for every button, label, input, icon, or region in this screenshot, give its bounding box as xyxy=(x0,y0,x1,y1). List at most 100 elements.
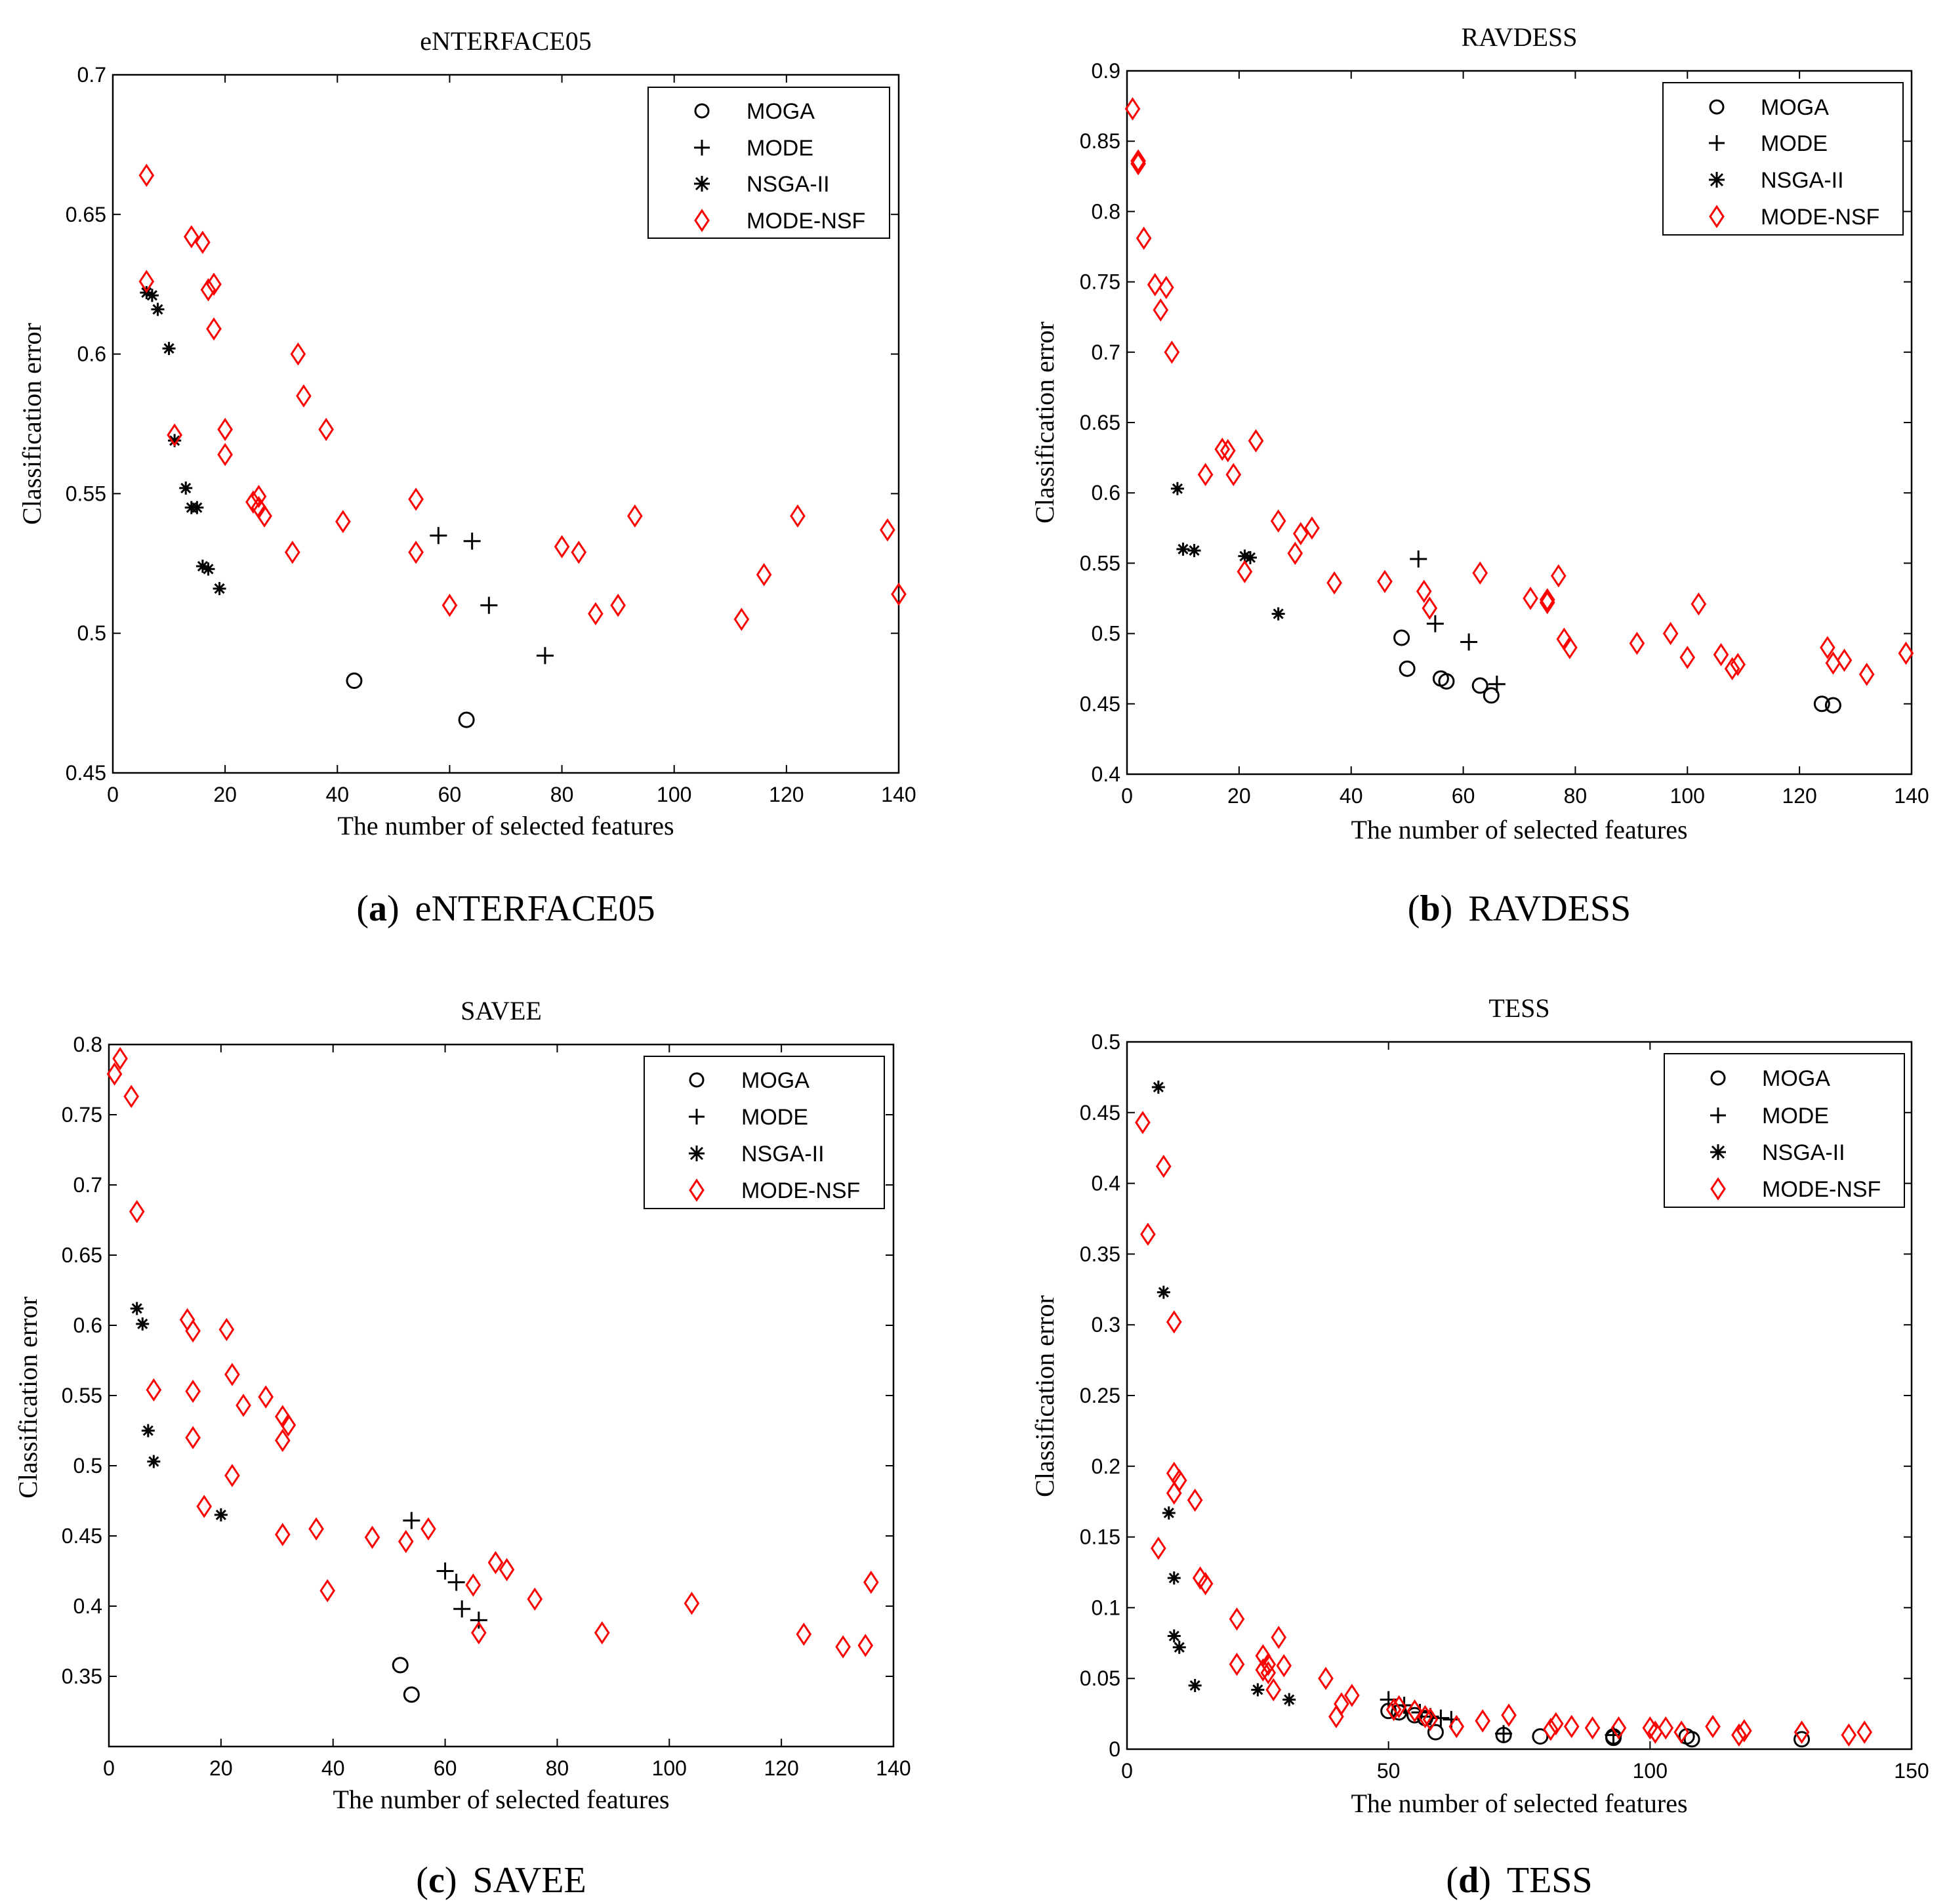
x-tick-label: 150 xyxy=(1894,1759,1929,1783)
data-point-moga xyxy=(1813,695,1830,713)
data-point-nsga xyxy=(214,1508,228,1521)
x-tick-label: 80 xyxy=(550,783,574,806)
y-tick-label: 0.8 xyxy=(1092,199,1120,223)
legend: MOGA MODE NSGA-II MODE-NSF xyxy=(1662,82,1904,236)
x-tick-label: 20 xyxy=(213,783,237,806)
data-point-modensf xyxy=(1858,663,1875,686)
legend-box xyxy=(647,87,890,239)
data-point-modensf xyxy=(224,1464,240,1487)
data-point-modensf xyxy=(1713,643,1729,667)
chart-title: TESS xyxy=(1488,993,1549,1023)
data-point-nsga xyxy=(1162,1506,1176,1520)
legend-box xyxy=(1664,1053,1905,1208)
x-tick-label: 100 xyxy=(1670,784,1705,808)
data-point-mode xyxy=(1460,633,1478,651)
data-point-modensf xyxy=(1344,1684,1360,1707)
data-point-modensf xyxy=(1260,1652,1277,1676)
data-point-modensf xyxy=(112,1046,128,1071)
data-point-modensf xyxy=(594,1621,610,1645)
caption-text: RAVDESS xyxy=(1468,888,1631,929)
chart-panel-c: SAVEE The number of selected features Cl… xyxy=(13,996,911,1901)
y-tick-label: 0.55 xyxy=(62,1384,102,1407)
legend-marker-nsga xyxy=(1710,1144,1726,1160)
legend-marker-mode xyxy=(689,1109,705,1125)
legend-marker-nsga xyxy=(689,1146,705,1161)
data-point-modensf xyxy=(251,484,267,508)
data-point-modensf xyxy=(487,1550,504,1575)
data-point-mode xyxy=(470,1611,487,1629)
data-point-modensf xyxy=(863,1570,879,1594)
data-point-modensf xyxy=(185,1379,201,1403)
data-point-modensf xyxy=(1187,1488,1203,1512)
data-point-nsga xyxy=(190,501,204,514)
legend-marker-nsga xyxy=(1709,172,1725,188)
legend-marker-moga xyxy=(1710,1070,1726,1086)
data-point-mode xyxy=(1495,1725,1513,1743)
y-tick-label: 0.5 xyxy=(1092,1030,1120,1054)
data-point-modensf xyxy=(1237,560,1253,583)
caption-letter: c xyxy=(428,1860,445,1901)
x-tick-label: 60 xyxy=(1452,784,1475,808)
data-point-nsga xyxy=(1151,1080,1165,1094)
data-point-modensf xyxy=(185,1426,201,1449)
data-point-modensf xyxy=(200,278,216,302)
data-point-mode xyxy=(1488,675,1506,693)
y-axis-label: Classification error xyxy=(1030,1295,1059,1497)
data-point-modensf xyxy=(1197,1572,1214,1596)
y-tick-group: 0.4 0.45 0.5 0.55 0.6 0.65 0.7 0.75 0.8 0.85 0.9 xyxy=(1080,59,1912,786)
chart-panel-a: eNTERFACE05 The number of selected featu… xyxy=(17,26,916,929)
y-tick-label: 0.85 xyxy=(1080,129,1120,153)
data-point-modensf xyxy=(1406,1699,1423,1723)
data-point-moga xyxy=(458,711,475,728)
data-point-mode xyxy=(1426,615,1444,632)
data-point-modensf xyxy=(218,1317,235,1342)
legend-marker-modensf xyxy=(1710,1177,1726,1201)
legend-label-moga: MOGA xyxy=(1762,1066,1830,1091)
data-point-nsga xyxy=(1187,544,1201,558)
data-point-modensf xyxy=(318,417,334,442)
data-point-modensf xyxy=(1334,1692,1349,1716)
y-tick-group: 0.45 0.5 0.55 0.6 0.65 0.7 xyxy=(66,63,899,785)
y-tick-group: 0.35 0.4 0.45 0.5 0.55 0.6 0.65 0.7 0.75 0.8 xyxy=(62,1033,893,1688)
legend-box xyxy=(644,1056,885,1209)
legend-marker-nsga xyxy=(694,176,710,192)
data-point-modensf xyxy=(610,593,626,617)
legend-marker-modensf xyxy=(689,1178,705,1202)
data-point-modensf xyxy=(1318,1666,1334,1690)
y-axis-label: Classification error xyxy=(17,323,47,525)
data-point-modensf xyxy=(398,1529,414,1554)
y-tick-label: 0.4 xyxy=(1092,1172,1120,1195)
data-point-modensf xyxy=(183,225,199,249)
data-point-modensf xyxy=(1472,561,1488,585)
x-tick-label: 100 xyxy=(1633,1759,1668,1783)
data-point-modensf xyxy=(1229,1607,1245,1631)
caption-text: TESS xyxy=(1507,1860,1593,1901)
data-point-modensf xyxy=(1171,1468,1187,1493)
legend-marker-mode xyxy=(1710,1107,1726,1123)
x-tick-label: 0 xyxy=(1121,784,1133,808)
data-point-modensf xyxy=(1629,631,1645,655)
legend: MOGA MODE NSGA-II MODE-NSF xyxy=(1664,1053,1905,1208)
data-marks xyxy=(106,1046,879,1703)
data-point-modensf xyxy=(364,1525,380,1549)
x-tick-label: 40 xyxy=(1340,784,1363,808)
y-tick-label: 0.65 xyxy=(66,203,106,226)
data-point-modensf xyxy=(1736,1719,1752,1743)
y-tick-label: 0.4 xyxy=(73,1594,102,1618)
data-point-modensf xyxy=(1501,1703,1517,1727)
x-tick-label: 20 xyxy=(209,1756,233,1780)
y-axis-label: Classification error xyxy=(1030,321,1059,524)
legend-marker-moga xyxy=(694,103,710,119)
legend-label-moga: MOGA xyxy=(1761,95,1829,120)
legend: MOGA MODE NSGA-II MODE-NSF xyxy=(644,1056,885,1209)
legend-label-modensf: MODE-NSF xyxy=(1761,205,1879,230)
x-tick-label: 120 xyxy=(769,783,804,806)
y-tick-label: 0.9 xyxy=(1092,59,1120,83)
y-tick-label: 0.5 xyxy=(77,621,106,645)
data-point-modensf xyxy=(1214,438,1231,461)
chart-title: RAVDESS xyxy=(1461,22,1577,52)
data-point-modensf xyxy=(123,1085,139,1108)
x-tick-label: 120 xyxy=(764,1756,798,1780)
data-point-nsga xyxy=(213,582,226,596)
data-point-modensf xyxy=(1841,1723,1857,1747)
